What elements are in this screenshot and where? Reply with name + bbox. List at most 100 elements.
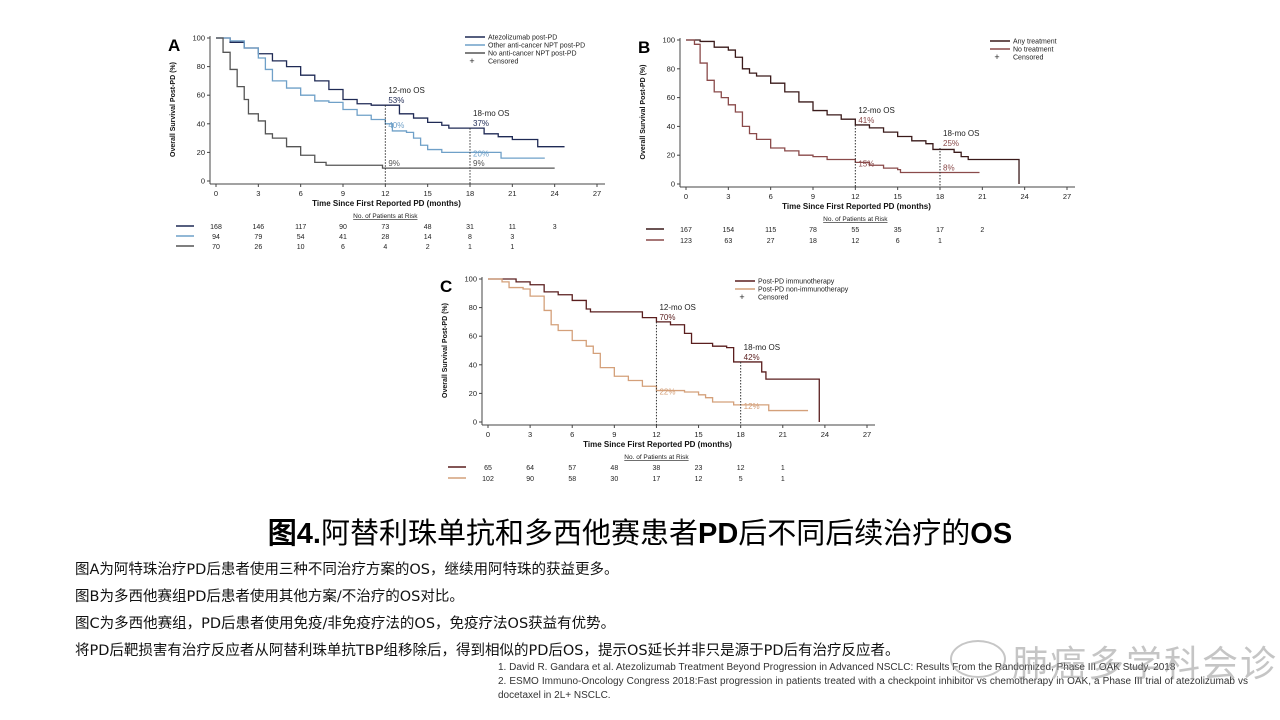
x-tick-label: 0 [486, 430, 490, 439]
risk-count: 65 [484, 465, 492, 472]
censored-icon: + [469, 56, 474, 66]
legend-label: Other anti-cancer NPT post-PD [488, 43, 585, 50]
x-tick-label: 12 [652, 430, 660, 439]
y-tick-label: 40 [667, 122, 675, 131]
landmark-value: 37% [473, 119, 489, 128]
risk-count: 94 [212, 234, 220, 241]
risk-count: 1 [781, 476, 785, 483]
risk-count: 10 [297, 244, 305, 251]
title-pd: PD [697, 518, 739, 550]
x-tick-label: 15 [893, 192, 901, 201]
legend-label: Post-PD non-immunotherapy [758, 287, 849, 294]
risk-count: 5 [739, 476, 743, 483]
x-tick-label: 6 [299, 189, 303, 198]
landmark-value: 70% [659, 313, 675, 322]
x-axis-label: Time Since First Reported PD (months) [782, 202, 931, 211]
risk-count: 3 [553, 224, 557, 231]
km-curve-1 [216, 37, 565, 148]
x-tick-label: 6 [769, 192, 773, 201]
landmark-value: 12% [744, 402, 760, 411]
panel-letter: B [638, 38, 650, 57]
y-tick-label: 0 [201, 177, 205, 186]
x-tick-label: 9 [341, 189, 345, 198]
landmark-value: 42% [744, 353, 760, 362]
risk-count: 11 [509, 224, 516, 231]
risk-count: 30 [610, 476, 618, 483]
risk-count: 55 [851, 227, 859, 234]
risk-count: 48 [424, 224, 432, 231]
risk-count: 31 [466, 224, 474, 231]
x-tick-label: 27 [1063, 192, 1071, 201]
slide-title: 图4.阿替利珠单抗和多西他赛患者PD后不同后续治疗的OS [0, 510, 1280, 552]
y-tick-label: 0 [671, 180, 675, 189]
x-axis-label: Time Since First Reported PD (months) [583, 440, 732, 449]
risk-count: 1 [781, 465, 785, 472]
risk-count: 168 [210, 224, 222, 231]
y-tick-label: 100 [662, 36, 675, 45]
y-tick-label: 100 [192, 34, 205, 43]
x-tick-label: 0 [684, 192, 688, 201]
km-curve-2 [686, 39, 980, 174]
landmark-header: 18-mo OS [473, 109, 509, 118]
x-tick-label: 27 [593, 189, 601, 198]
title-mid: 后不同后续治疗的 [738, 516, 971, 550]
legend-label: Post-PD immunotherapy [758, 279, 835, 286]
risk-count: 115 [765, 227, 776, 234]
risk-count: 2 [980, 227, 984, 234]
x-tick-label: 24 [1020, 192, 1028, 201]
x-tick-label: 18 [936, 192, 944, 201]
risk-count: 17 [653, 476, 661, 483]
y-tick-label: 80 [667, 64, 675, 73]
x-axis-label: Time Since First Reported PD (months) [312, 199, 461, 208]
risk-count: 73 [381, 224, 389, 231]
risk-count: 28 [381, 234, 389, 241]
x-tick-label: 6 [570, 430, 574, 439]
x-tick-label: 15 [423, 189, 431, 198]
risk-count: 63 [724, 238, 732, 245]
km-curve-3 [216, 37, 555, 169]
risk-count: 18 [809, 238, 817, 245]
km-curve-2 [216, 37, 545, 159]
risk-count: 23 [695, 465, 703, 472]
risk-count: 12 [851, 238, 859, 245]
x-tick-label: 24 [821, 430, 829, 439]
legend-censored-label: Censored [1013, 55, 1043, 62]
landmark-value: 22% [659, 388, 675, 397]
landmark-value: 40% [388, 121, 404, 130]
risk-count: 26 [254, 244, 262, 251]
reference-2: 2. ESMO Immuno-Oncology Congress 2018:Fa… [498, 676, 1248, 701]
watermark: 肺癌多学科会诊 [1012, 644, 1279, 685]
risk-count: 78 [809, 227, 817, 234]
x-tick-label: 27 [863, 430, 871, 439]
y-tick-label: 0 [473, 418, 477, 427]
risk-count: 146 [252, 224, 264, 231]
risk-count: 4 [383, 244, 387, 251]
km-curve-1 [488, 278, 820, 422]
landmark-header: 18-mo OS [744, 343, 780, 352]
landmark-value: 9% [388, 159, 400, 168]
legend-label: No treatment [1013, 47, 1054, 54]
y-tick-label: 20 [197, 148, 205, 157]
risk-table-title: No. of Patients at Risk [823, 216, 888, 223]
landmark-value: 41% [858, 116, 874, 125]
note-line-b: 图B为多西他赛组PD后患者使用其他方案/不治疗的OS对比。 [75, 589, 464, 605]
y-tick-label: 20 [469, 389, 477, 398]
y-tick-label: 80 [469, 303, 477, 312]
figure-number: 图4. [267, 518, 321, 550]
risk-count: 64 [526, 465, 534, 472]
risk-count: 6 [896, 238, 900, 245]
risk-count: 48 [610, 465, 618, 472]
censored-icon: + [739, 292, 744, 302]
risk-count: 1 [938, 238, 942, 245]
risk-count: 41 [339, 234, 347, 241]
reference-1: 1. David R. Gandara et al. Atezolizumab … [498, 662, 1176, 673]
risk-count: 17 [936, 227, 944, 234]
x-tick-label: 0 [214, 189, 218, 198]
x-tick-label: 21 [508, 189, 516, 198]
watermark-logo-icon [950, 640, 1006, 678]
legend-label: Any treatment [1013, 39, 1057, 46]
